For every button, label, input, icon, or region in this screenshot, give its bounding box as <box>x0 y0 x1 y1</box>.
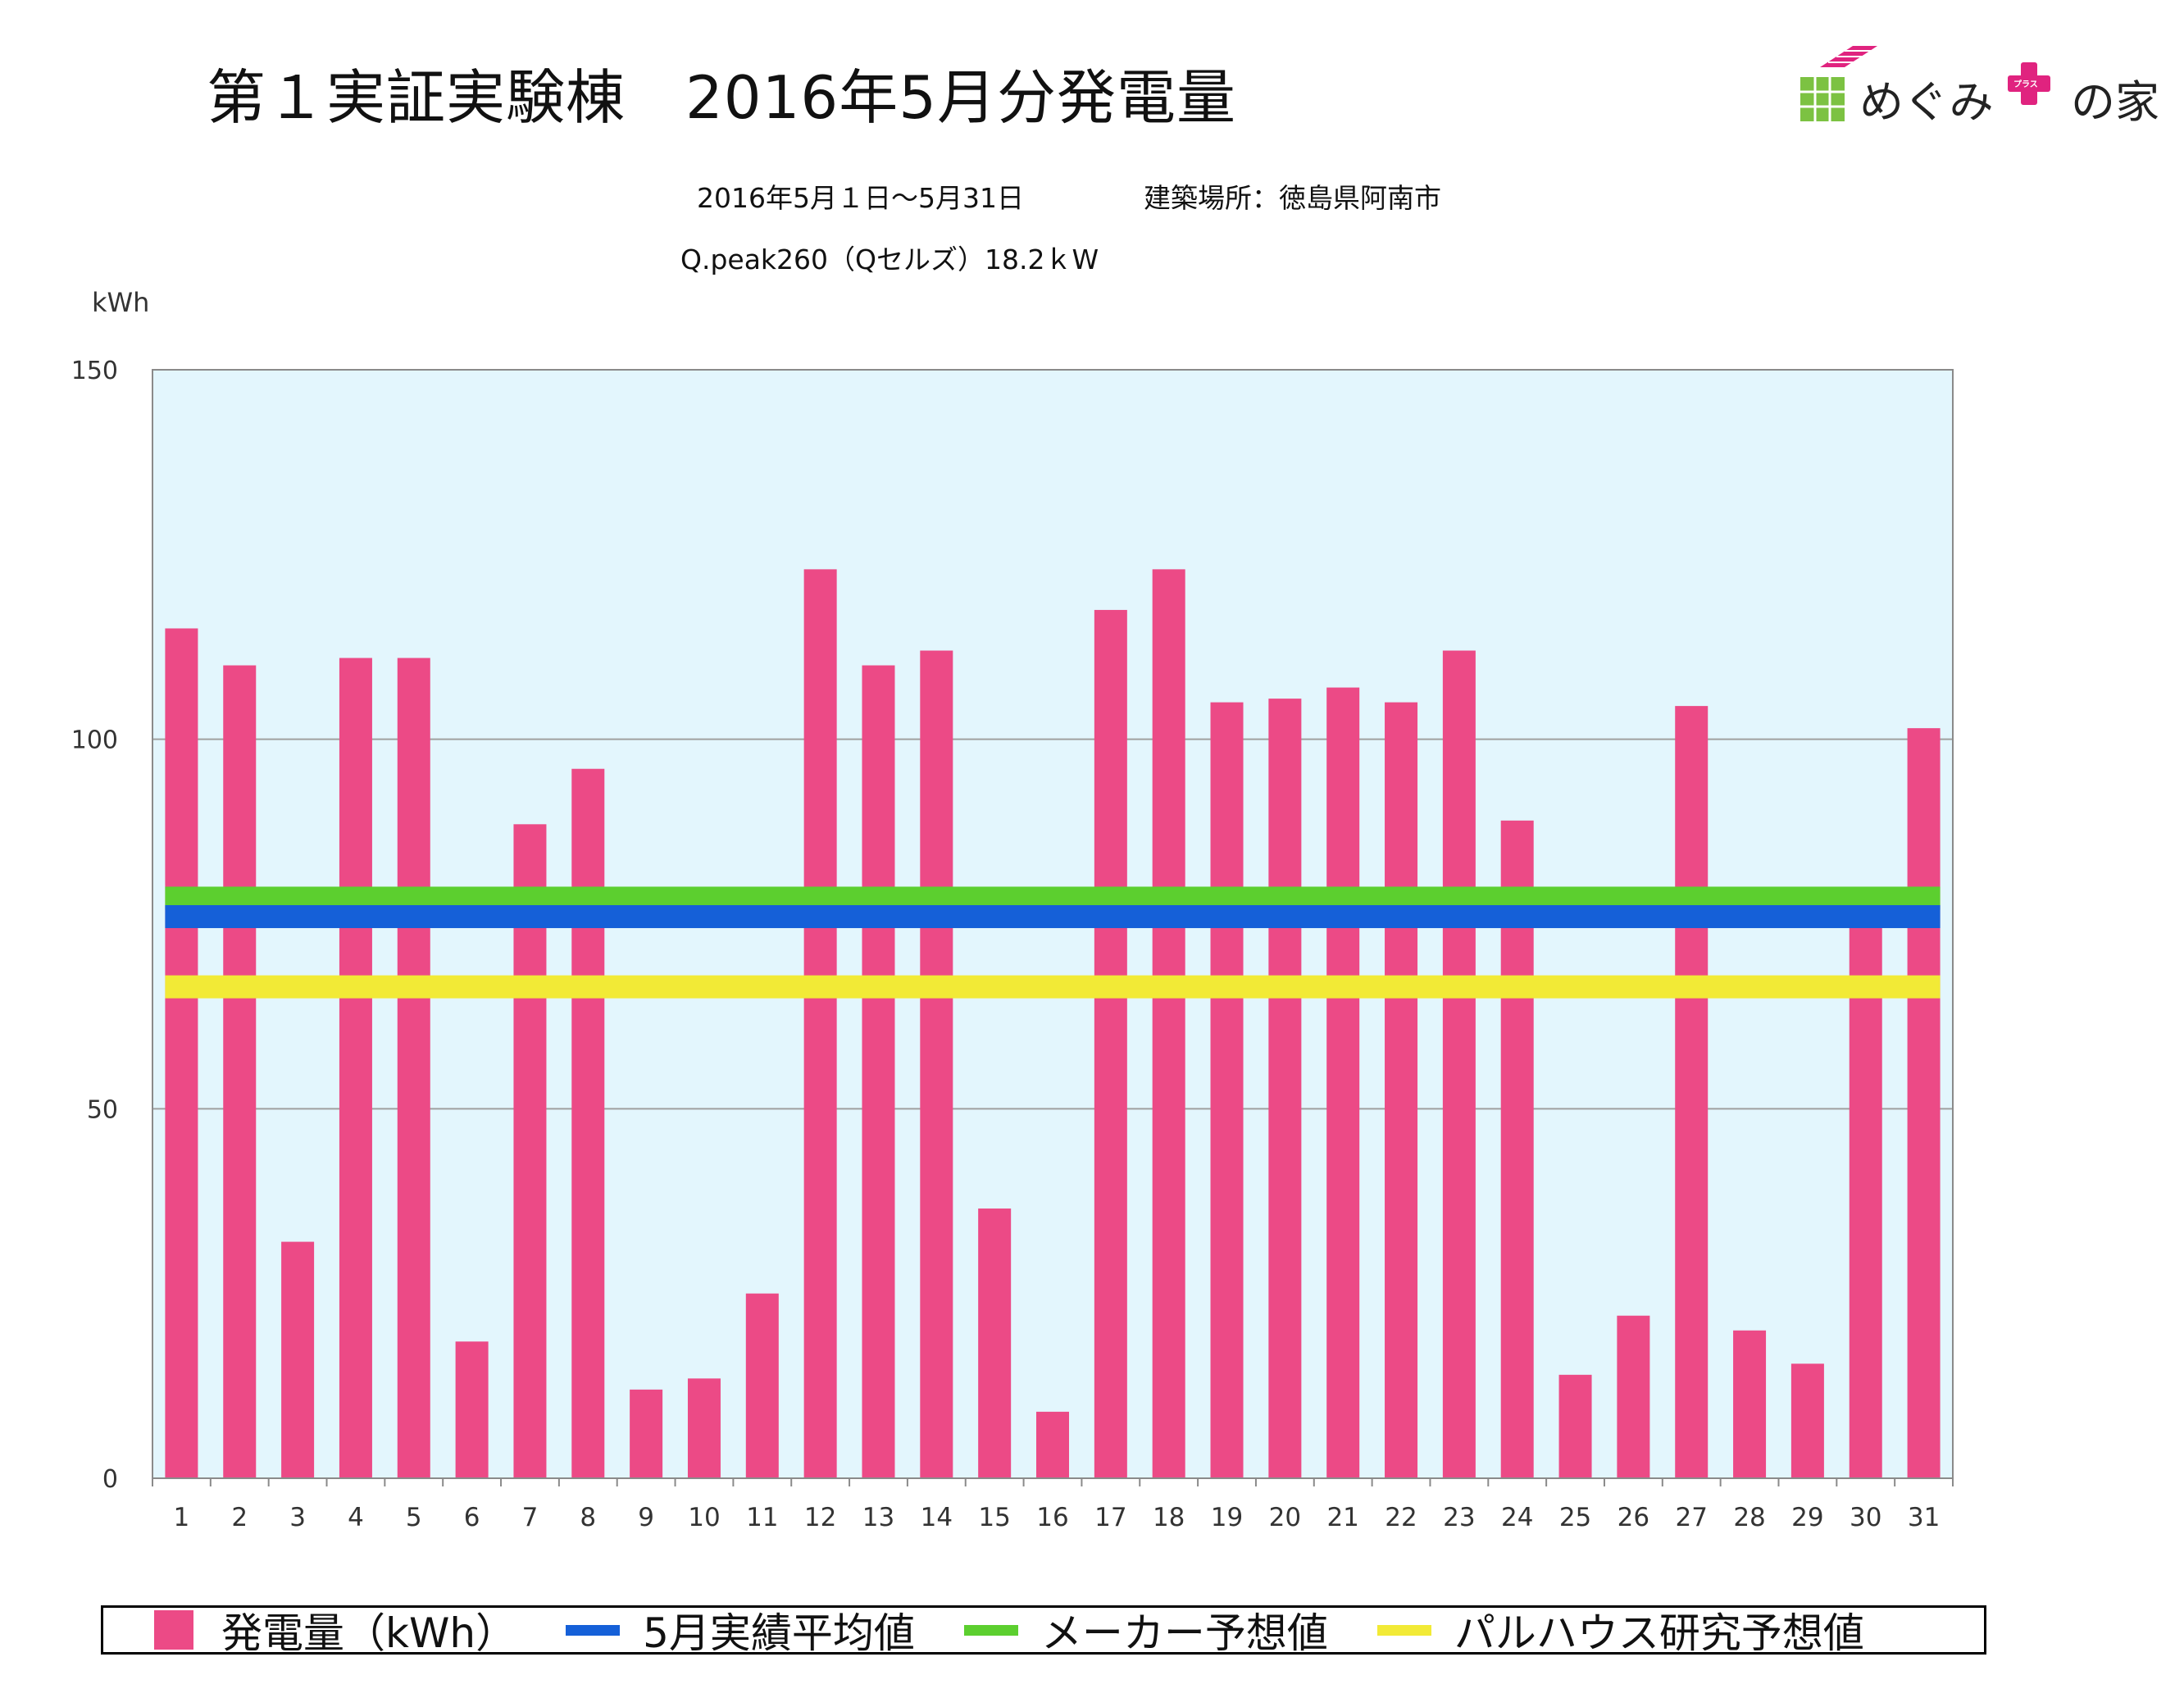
x-tick-label-5: 5 <box>406 1503 422 1532</box>
x-tick-label-29: 29 <box>1791 1503 1823 1532</box>
bar-day-23 <box>1442 650 1476 1478</box>
logo-plus-text: プラス <box>2013 80 2038 89</box>
bar-day-7 <box>513 824 547 1478</box>
plot-border <box>152 369 1954 1479</box>
bar-day-31 <box>1907 728 1941 1478</box>
bar-day-3 <box>281 1241 315 1478</box>
chart-title: 第１実証実験棟 2016年5月分発電量 <box>206 63 1237 132</box>
x-tick-label-23: 23 <box>1443 1503 1475 1532</box>
legend-label-palhouse: パルハウス研究予想値 <box>1454 1609 1864 1657</box>
system-label: Q.peak260（Qセルズ）18.2ｋW <box>680 244 1099 275</box>
x-tick-label-9: 9 <box>638 1503 654 1532</box>
reference-line-2 <box>165 975 1941 999</box>
bar-day-11 <box>745 1293 779 1478</box>
x-tick-label-2: 2 <box>231 1503 248 1532</box>
legend-swatch-generation <box>154 1610 193 1650</box>
x-tick-label-10: 10 <box>688 1503 720 1532</box>
bar-day-10 <box>687 1378 721 1478</box>
bar-day-9 <box>630 1389 663 1478</box>
bar-day-1 <box>165 628 198 1478</box>
x-tick-label-11: 11 <box>746 1503 778 1532</box>
x-tick-label-18: 18 <box>1153 1503 1185 1532</box>
y-tick-label-100: 100 <box>71 726 118 755</box>
bar-day-6 <box>455 1341 489 1478</box>
y-tick-label-50: 50 <box>87 1095 118 1124</box>
bar-day-22 <box>1385 702 1418 1478</box>
bar-day-26 <box>1617 1315 1650 1478</box>
x-tick-label-16: 16 <box>1036 1503 1068 1532</box>
legend-item-generation: 発電量（kWh） <box>103 1600 516 1659</box>
x-tick-label-22: 22 <box>1385 1503 1417 1532</box>
x-tick-label-27: 27 <box>1675 1503 1707 1532</box>
x-tick-label-25: 25 <box>1559 1503 1591 1532</box>
bar-day-30 <box>1849 924 1882 1478</box>
legend-item-palhouse: パルハウス研究予想値 <box>1376 1600 1864 1659</box>
bar-day-4 <box>339 658 372 1478</box>
bar-day-27 <box>1675 706 1709 1478</box>
bar-day-13 <box>862 665 895 1478</box>
y-tick-label-0: 0 <box>102 1465 118 1494</box>
x-tick-label-7: 7 <box>522 1503 539 1532</box>
x-tick-label-3: 3 <box>289 1503 306 1532</box>
bar-day-14 <box>920 650 953 1478</box>
x-tick-label-17: 17 <box>1094 1503 1126 1532</box>
x-tick-label-12: 12 <box>804 1503 836 1532</box>
logo-house-icon <box>1800 46 2050 121</box>
bar-day-8 <box>571 768 605 1478</box>
bar-day-24 <box>1500 820 1534 1478</box>
x-tick-label-4: 4 <box>348 1503 364 1532</box>
x-tick-label-24: 24 <box>1501 1503 1533 1532</box>
bar-day-2 <box>223 665 257 1478</box>
bar-day-15 <box>978 1209 1012 1478</box>
x-tick-label-19: 19 <box>1211 1503 1243 1532</box>
bar-day-17 <box>1094 609 1127 1478</box>
bar-day-28 <box>1733 1330 1767 1478</box>
bar-day-12 <box>803 569 837 1478</box>
x-tick-label-13: 13 <box>862 1503 894 1532</box>
legend-swatch-average <box>566 1624 621 1636</box>
x-tick-label-21: 21 <box>1326 1503 1358 1532</box>
period-label: 2016年5月１日〜5月31日 <box>697 182 1024 214</box>
bar-day-21 <box>1326 687 1360 1478</box>
bar-day-20 <box>1268 699 1302 1478</box>
bar-day-18 <box>1152 569 1185 1478</box>
x-tick-label-1: 1 <box>174 1503 190 1532</box>
x-tick-label-14: 14 <box>921 1503 953 1532</box>
x-tick-label-6: 6 <box>464 1503 480 1532</box>
legend-label-average: 5月実績平均値 <box>643 1609 915 1657</box>
bar-day-5 <box>397 658 430 1478</box>
legend-label-maker: メーカー予想値 <box>1040 1609 1328 1657</box>
x-tick-label-26: 26 <box>1618 1503 1649 1532</box>
bar-day-25 <box>1558 1374 1592 1478</box>
logo-text-left: めぐみ <box>1859 76 1994 128</box>
logo-text-right: の家 <box>2071 76 2159 128</box>
legend-item-maker: メーカー予想値 <box>963 1600 1328 1659</box>
y-tick-label-150: 150 <box>71 357 118 385</box>
bar-day-19 <box>1210 702 1244 1478</box>
legend-item-average: 5月実績平均値 <box>566 1600 915 1659</box>
x-tick-label-8: 8 <box>580 1503 596 1532</box>
bar-day-16 <box>1036 1411 1069 1478</box>
x-tick-label-20: 20 <box>1269 1503 1301 1532</box>
legend-swatch-maker <box>963 1624 1018 1636</box>
legend-label-generation: 発電量（kWh） <box>221 1609 517 1657</box>
x-tick-label-30: 30 <box>1850 1503 1881 1532</box>
x-tick-label-15: 15 <box>978 1503 1010 1532</box>
megumi-plus-logo: めぐみ プラス の家 <box>1795 43 2173 128</box>
chart-legend: 発電量（kWh） 5月実績平均値 メーカー予想値 パルハウス研究予想値 <box>101 1605 1986 1657</box>
y-axis-unit: kWh <box>92 287 150 318</box>
x-tick-label-31: 31 <box>1908 1503 1940 1532</box>
location-label: 建築場所：徳島県阿南市 <box>1144 182 1441 214</box>
bar-day-29 <box>1790 1363 1824 1478</box>
legend-swatch-palhouse <box>1376 1624 1431 1636</box>
reference-line-0 <box>165 904 1941 928</box>
x-tick-label-28: 28 <box>1733 1503 1765 1532</box>
